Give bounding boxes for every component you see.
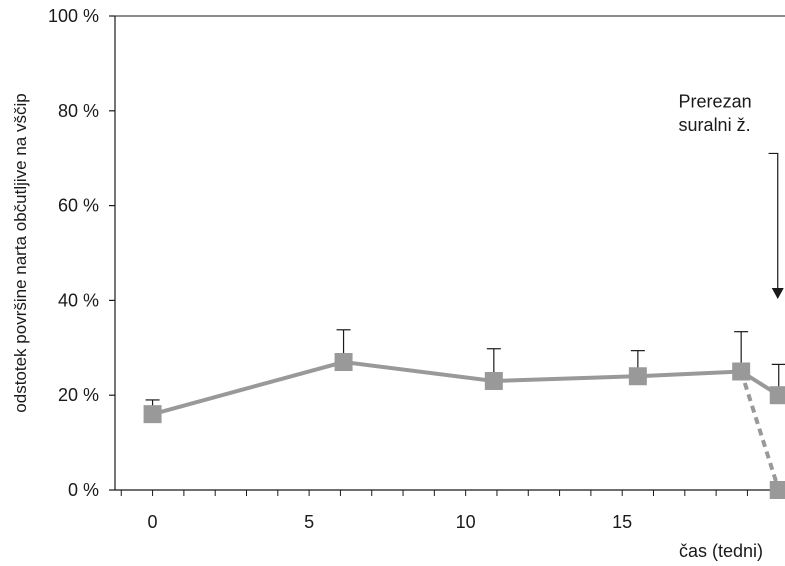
data-point-marker [732, 362, 751, 381]
x-tick-label: 0 [148, 512, 158, 532]
y-tick-label: 40 % [58, 290, 99, 310]
series-line-0 [152, 359, 780, 417]
x-axis-title: čas (tedni) [679, 541, 763, 561]
y-tick-label: 60 % [58, 196, 99, 216]
y-tick-label: 0 % [68, 480, 99, 500]
data-point-marker [484, 371, 503, 390]
x-tick-label: 10 [456, 512, 476, 532]
annotation-label: Prerezan [679, 91, 752, 111]
y-tick-label: 20 % [58, 385, 99, 405]
data-point-marker [769, 481, 785, 499]
annotation-arrow-line [768, 152, 779, 299]
y-axis-title: odstotek površine narta občutljive na vš… [11, 93, 30, 412]
series [143, 329, 785, 499]
data-point-marker [769, 386, 785, 405]
y-tick-label: 100 % [48, 6, 99, 26]
x-tick-label: 15 [612, 512, 632, 532]
y-tick-label: 80 % [58, 101, 99, 121]
axes: odstotek površine narta občutljive na vš… [11, 15, 785, 561]
ticks: 0 % 20 % 40 % 60 % 80 % 100 % 0 5 10 15 [48, 6, 780, 532]
x-tick-label: 5 [304, 512, 314, 532]
data-point-marker [143, 405, 162, 424]
data-point-marker [628, 367, 647, 386]
annotation-arrow-head [771, 288, 784, 300]
series-line-1 [739, 370, 781, 491]
annotation-label: suralni ž. [679, 115, 751, 135]
data-point-marker [334, 353, 353, 372]
